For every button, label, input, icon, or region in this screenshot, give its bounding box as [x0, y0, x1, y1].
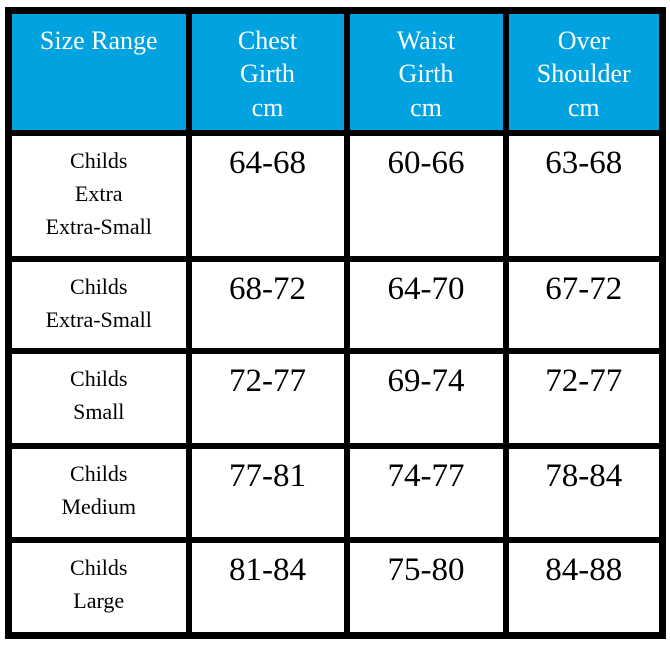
chest-girth-value: 68-72 [185, 255, 350, 354]
waist-girth-value: 69-74 [343, 347, 509, 449]
size-chart-table: Size Range Chest Girth cm Waist Girth cm… [5, 7, 666, 639]
header-row: Size Range Chest Girth cm Waist Girth cm… [5, 7, 666, 136]
size-range-cell: Childs Extra Extra-Small [5, 129, 192, 262]
waist-girth-value: 74-77 [343, 442, 509, 543]
header-cell-chest-girth: Chest Girth cm [185, 7, 350, 136]
header-cell-waist-girth: Waist Girth cm [343, 7, 509, 136]
waist-girth-value: 64-70 [343, 255, 509, 354]
table-row: Childs Medium 77-81 74-77 78-84 [5, 442, 666, 543]
over-shoulder-value: 67-72 [502, 255, 666, 354]
over-shoulder-value: 84-88 [502, 536, 666, 639]
chest-girth-value: 81-84 [185, 536, 350, 639]
chest-girth-value: 77-81 [185, 442, 350, 543]
table-row: Childs Small 72-77 69-74 72-77 [5, 347, 666, 449]
over-shoulder-value: 63-68 [502, 129, 666, 262]
chest-girth-value: 72-77 [185, 347, 350, 449]
header-cell-over-shoulder: Over Shoulder cm [502, 7, 666, 136]
size-range-cell: Childs Medium [5, 442, 192, 543]
over-shoulder-value: 72-77 [502, 347, 666, 449]
table-row: Childs Extra Extra-Small 64-68 60-66 63-… [5, 129, 666, 262]
table-row: Childs Extra-Small 68-72 64-70 67-72 [5, 255, 666, 354]
size-range-cell: Childs Large [5, 536, 192, 639]
waist-girth-value: 60-66 [343, 129, 509, 262]
size-range-cell: Childs Extra-Small [5, 255, 192, 354]
table-row: Childs Large 81-84 75-80 84-88 [5, 536, 666, 639]
chest-girth-value: 64-68 [185, 129, 350, 262]
size-range-cell: Childs Small [5, 347, 192, 449]
over-shoulder-value: 78-84 [502, 442, 666, 543]
waist-girth-value: 75-80 [343, 536, 509, 639]
header-cell-size-range: Size Range [5, 7, 192, 136]
